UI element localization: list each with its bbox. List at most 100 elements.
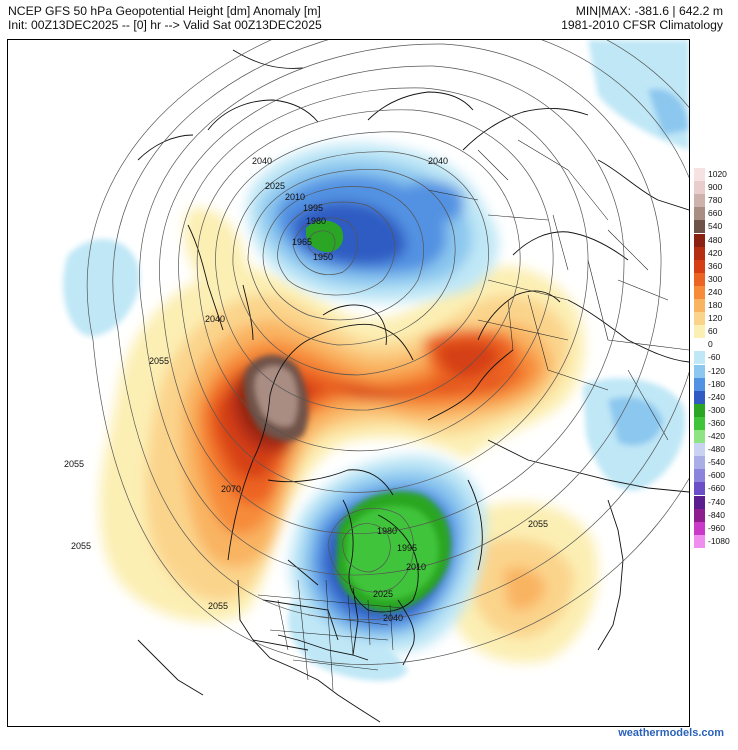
legend-swatch [694,377,705,391]
legend-label: -960 [708,522,726,533]
legend-label: 660 [708,208,723,219]
legend-label: 540 [708,221,723,232]
legend-swatch [694,285,705,299]
legend-entry: -960 [694,521,735,535]
legend-swatch [694,521,705,535]
legend-entry: 660 [694,207,735,221]
legend-swatch [694,351,705,365]
contour-label: 2055 [149,356,169,366]
legend-label: -540 [708,457,726,468]
legend-entry: 1020 [694,168,735,182]
legend-label: -600 [708,470,726,481]
legend-entry: -60 [694,351,735,365]
contour-label: 1980 [377,526,397,536]
legend-swatch [694,338,705,352]
climatology-label: 1981-2010 CFSR Climatology [561,18,723,32]
legend-swatch [694,312,705,326]
legend-swatch [694,259,705,273]
contour-label: 1995 [303,203,323,213]
source-credit: weathermodels.com [618,727,724,739]
legend-swatch [694,246,705,260]
legend-label: -120 [708,365,726,376]
contour-labels: 2040 2025 2010 1995 1980 1965 1950 2040 … [64,156,548,623]
legend-label: -480 [708,444,726,455]
legend-entry: -480 [694,443,735,457]
legend-swatch [694,181,705,195]
contour-label: 1950 [313,252,333,262]
legend-label: -840 [708,509,726,520]
legend-entry: 60 [694,325,735,339]
legend-swatch [694,194,705,208]
legend-entry: 120 [694,312,735,326]
legend-entry: 360 [694,259,735,273]
legend-swatch [694,495,705,509]
legend-entry: 480 [694,233,735,247]
legend-entry: -300 [694,403,735,417]
legend-swatch [694,325,705,339]
legend-label: 60 [708,326,718,337]
legend-swatch [694,430,705,444]
map-title: NCEP GFS 50 hPa Geopotential Height [dm]… [8,4,321,18]
contour-label: 2040 [252,156,272,166]
legend-label: -360 [708,417,726,428]
legend-label: 360 [708,260,723,271]
legend-label: -660 [708,483,726,494]
legend-swatch [694,168,705,182]
negative-anomaly-north [246,143,499,303]
legend-entry: 540 [694,220,735,234]
legend-label: 480 [708,234,723,245]
legend-swatch [694,233,705,247]
legend-label: 1020 [708,169,727,179]
legend-label: 120 [708,313,723,324]
legend-label: -180 [708,378,726,389]
legend-label: 0 [708,339,713,350]
anomaly-map-canvas: 2040 2025 2010 1995 1980 1965 1950 2040 … [63,40,689,723]
init-valid-time: Init: 00Z13DEC2025 -- [0] hr --> Valid S… [8,18,322,32]
legend-label: 300 [708,273,723,284]
legend-swatch [694,220,705,234]
legend-entry: -600 [694,469,735,483]
contour-label: 2055 [528,519,548,529]
contour-label: 2010 [406,562,426,572]
legend-entry: 180 [694,299,735,313]
legend-entry: 420 [694,246,735,260]
legend-entry: -240 [694,390,735,404]
legend-entry: -420 [694,430,735,444]
legend-swatch [694,390,705,404]
legend-swatch [694,364,705,378]
contour-label: 1980 [306,216,326,226]
legend-label: -60 [708,352,721,363]
legend-label: 780 [708,195,723,206]
contour-label: 2070 [221,484,241,494]
legend-swatch [694,508,705,522]
legend-label: 240 [708,286,723,297]
contour-label: 2055 [64,459,84,469]
contour-label: 2040 [383,613,403,623]
legend-label: -240 [708,391,726,402]
legend-entry: -360 [694,416,735,430]
legend-swatch [694,299,705,313]
legend-label: -1080 [708,535,730,546]
legend-swatch [694,416,705,430]
legend-entry: -660 [694,482,735,496]
legend-entry: -840 [694,508,735,522]
country-borders [257,139,689,691]
legend-entry: 900 [694,181,735,195]
contour-label: 2025 [373,589,393,599]
legend-entry: 300 [694,272,735,286]
contour-label: 2010 [285,192,305,202]
min-anomaly-core-north [306,220,344,253]
legend-entry: -180 [694,377,735,391]
legend-swatch [694,403,705,417]
legend-label: 900 [708,182,723,193]
legend-label: -740 [708,496,726,507]
legend-entry: -120 [694,364,735,378]
legend-swatch [694,534,705,548]
contour-label: 2040 [428,156,448,166]
legend-entry: -1080 [694,534,735,548]
min-max-readout: MIN|MAX: -381.6 | 642.2 m [575,4,723,18]
legend-swatch [694,469,705,483]
legend-entry: -740 [694,495,735,509]
legend-entry: 0 [694,338,735,352]
legend-entry: 240 [694,285,735,299]
